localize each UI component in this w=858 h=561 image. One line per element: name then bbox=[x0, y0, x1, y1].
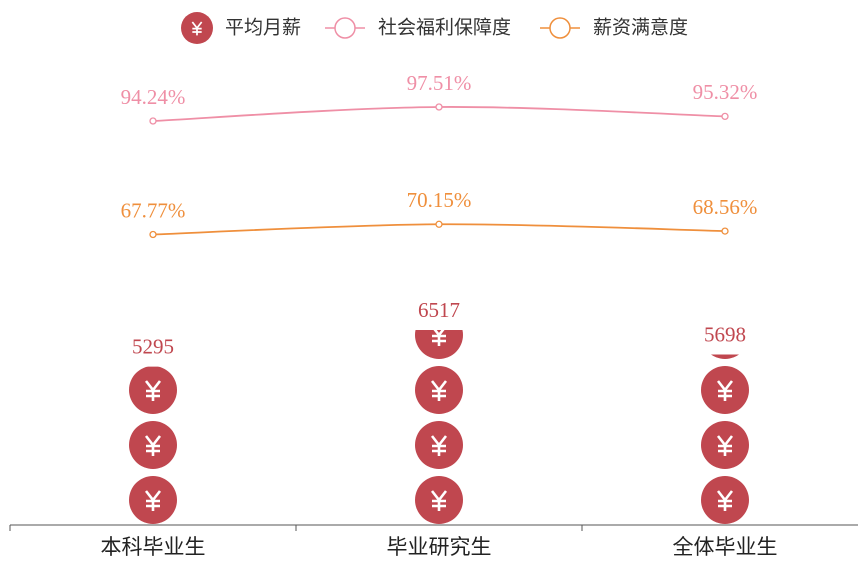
pictorial-bar bbox=[415, 330, 463, 524]
data-label: 70.15% bbox=[407, 188, 472, 212]
yuan-icon-glyph bbox=[430, 380, 448, 401]
point bbox=[149, 117, 157, 125]
yuan-icon-glyph bbox=[144, 490, 162, 511]
yuan-icon-glyph bbox=[716, 490, 734, 511]
yuan-icon-glyph bbox=[716, 435, 734, 456]
yuan-icon-glyph bbox=[716, 380, 734, 401]
legend-label: 社会福利保障度 bbox=[378, 17, 511, 39]
pictorial-bar bbox=[129, 366, 177, 524]
legend-label: 薪资满意度 bbox=[593, 17, 688, 39]
pictorial-bar bbox=[701, 354, 749, 524]
x-tick-label: 全体毕业生 bbox=[673, 535, 778, 559]
point bbox=[721, 227, 729, 235]
yuan-icon-bg bbox=[711, 354, 739, 359]
point bbox=[721, 112, 729, 121]
point bbox=[435, 220, 443, 228]
yuan-icon-glyph bbox=[432, 330, 446, 346]
yuan-icon-glyph bbox=[144, 435, 162, 456]
data-label: 97.51% bbox=[407, 71, 472, 95]
data-label: 94.24% bbox=[121, 85, 186, 109]
legend-label: 平均月薪 bbox=[225, 17, 301, 39]
data-label: 68.56% bbox=[693, 195, 758, 219]
data-label: 95.32% bbox=[693, 80, 758, 104]
x-tick-label: 毕业研究生 bbox=[387, 535, 492, 559]
data-label: 6517 bbox=[418, 298, 460, 322]
yuan-icon-glyph bbox=[191, 21, 203, 36]
data-label: 5698 bbox=[704, 322, 746, 346]
x-tick-label: 本科毕业生 bbox=[101, 535, 206, 559]
point bbox=[435, 103, 443, 111]
yuan-icon-glyph bbox=[430, 435, 448, 456]
point bbox=[149, 230, 157, 239]
legend-marker bbox=[549, 17, 571, 39]
yuan-icon-glyph bbox=[430, 490, 448, 511]
data-label: 5295 bbox=[132, 334, 174, 358]
yuan-icon-glyph bbox=[144, 380, 162, 401]
legend-marker bbox=[334, 17, 356, 39]
data-label: 67.77% bbox=[121, 198, 186, 222]
